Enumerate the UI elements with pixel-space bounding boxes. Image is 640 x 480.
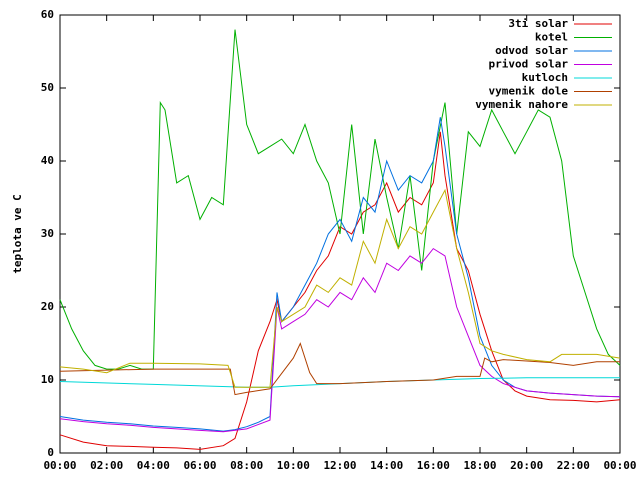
series-line bbox=[59, 131, 621, 450]
series-line bbox=[59, 29, 621, 370]
y-tick-label: 0 bbox=[47, 446, 54, 459]
y-tick-label: 40 bbox=[41, 154, 54, 167]
x-tick-label: 22:00 bbox=[557, 459, 590, 472]
x-tick-label: 06:00 bbox=[183, 459, 216, 472]
x-tick-label: 20:00 bbox=[510, 459, 543, 472]
y-tick-label: 60 bbox=[41, 8, 54, 21]
y-tick-label: 30 bbox=[41, 227, 54, 240]
legend-label: 3ti solar bbox=[508, 17, 568, 30]
legend-label: vymenik nahore bbox=[475, 98, 568, 111]
legend-label: odvod solar bbox=[495, 44, 568, 57]
x-tick-label: 14:00 bbox=[370, 459, 403, 472]
x-tick-label: 16:00 bbox=[417, 459, 450, 472]
series-line bbox=[59, 247, 621, 433]
y-tick-label: 10 bbox=[41, 373, 54, 386]
series-line bbox=[59, 117, 621, 432]
x-tick-label: 02:00 bbox=[90, 459, 123, 472]
y-axis-label: teplota ve C bbox=[11, 194, 24, 273]
legend-label: vymenik dole bbox=[489, 85, 569, 98]
x-tick-label: 00:00 bbox=[603, 459, 636, 472]
x-tick-label: 12:00 bbox=[323, 459, 356, 472]
series-line bbox=[59, 342, 620, 396]
x-tick-label: 08:00 bbox=[230, 459, 263, 472]
series-line bbox=[59, 188, 621, 388]
legend-label: privod solar bbox=[489, 58, 569, 71]
x-tick-label: 18:00 bbox=[463, 459, 496, 472]
x-tick-label: 00:00 bbox=[43, 459, 76, 472]
x-tick-label: 10:00 bbox=[277, 459, 310, 472]
legend-label: kotel bbox=[535, 31, 568, 44]
legend-label: kutloch bbox=[522, 71, 568, 84]
y-tick-label: 50 bbox=[41, 81, 54, 94]
y-tick-label: 20 bbox=[41, 300, 54, 313]
x-tick-label: 04:00 bbox=[137, 459, 170, 472]
